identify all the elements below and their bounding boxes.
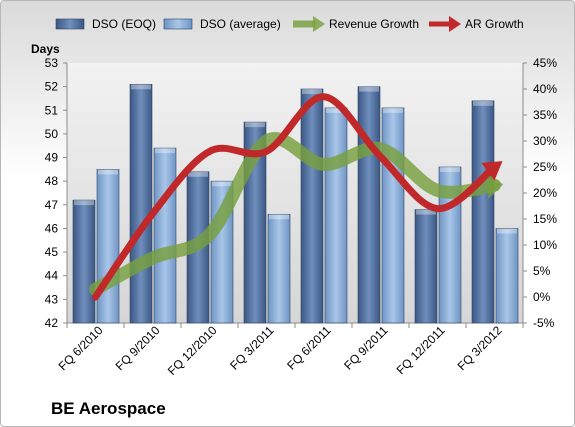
y-right-tick-label: 35% bbox=[533, 108, 557, 122]
legend-label: DSO (average) bbox=[200, 17, 281, 31]
bar-top-highlight bbox=[416, 209, 436, 215]
bar-dso-average bbox=[381, 107, 405, 324]
bar-top-highlight bbox=[359, 86, 379, 92]
y-right-tick-label: 20% bbox=[533, 186, 557, 200]
legend-swatch-arrow bbox=[313, 16, 325, 32]
bar-top-highlight bbox=[302, 89, 322, 94]
y-left-tick-label: 51 bbox=[45, 103, 59, 117]
bar-top-highlight bbox=[326, 107, 346, 113]
bar-top-highlight bbox=[131, 84, 151, 90]
y-left-tick-label: 43 bbox=[45, 292, 59, 306]
x-tick-label: FQ 12/2011 bbox=[394, 323, 448, 377]
legend-label: DSO (EOQ) bbox=[92, 17, 156, 31]
line-revenue-growth bbox=[89, 132, 501, 296]
x-tick-label: FQ 9/2011 bbox=[341, 323, 391, 373]
bar-dso-eoq bbox=[300, 88, 324, 324]
lines-layer bbox=[89, 93, 504, 301]
bar-dso-average bbox=[267, 213, 291, 324]
x-tick-label: FQ 3/2011 bbox=[227, 323, 277, 373]
y-axis-right: -5% 0% 5% 10% 15% 20% 25% 30% 35% 40% 45% bbox=[522, 56, 557, 330]
bar-top-highlight bbox=[188, 171, 208, 177]
bar-top-highlight bbox=[245, 122, 265, 128]
bar-dso-average bbox=[324, 107, 348, 324]
bar-dso-eoq bbox=[129, 83, 153, 324]
y-left-tick-label: 48 bbox=[45, 174, 59, 188]
y-left-tick-label: 44 bbox=[45, 269, 59, 283]
bar-dso-average bbox=[495, 228, 519, 324]
chart-title: BE Aerospace bbox=[51, 399, 166, 418]
y-left-tick-label: 45 bbox=[45, 245, 59, 259]
bar-dso-eoq bbox=[357, 86, 381, 324]
bar-top-highlight bbox=[440, 167, 460, 172]
bar-top-highlight bbox=[155, 148, 175, 154]
x-tick-label: FQ 12/2010 bbox=[165, 323, 220, 378]
x-tick-label: FQ 9/2010 bbox=[113, 323, 163, 373]
y-right-tick-label: 0% bbox=[533, 290, 551, 304]
y-right-tick-label: 10% bbox=[533, 238, 557, 252]
y-right-tick-label: 40% bbox=[533, 82, 557, 96]
bar-dso-average bbox=[96, 169, 120, 324]
y-left-tick-label: 53 bbox=[45, 56, 59, 70]
y-axis-left: 42 43 44 45 46 47 48 49 50 51 52 53 bbox=[45, 56, 68, 330]
x-axis: FQ 6/2010 FQ 9/2010 FQ 12/2010 FQ 3/2011 FQ … bbox=[56, 322, 524, 378]
bar-dso-eoq bbox=[471, 100, 495, 324]
arrowhead-revenue-growth bbox=[486, 172, 504, 199]
bar-top-highlight bbox=[212, 181, 232, 187]
x-tick-label: FQ 6/2010 bbox=[56, 323, 106, 373]
y-left-tick-label: 46 bbox=[45, 221, 59, 235]
y-left-tick-label: 52 bbox=[45, 80, 59, 94]
y-right-tick-label: 25% bbox=[533, 160, 557, 174]
legend-swatch bbox=[55, 18, 85, 30]
y-left-tick-label: 50 bbox=[45, 127, 59, 141]
bar-top-highlight bbox=[383, 107, 403, 113]
bar-dso-average bbox=[153, 147, 177, 324]
y-left-tick-label: 47 bbox=[45, 198, 59, 212]
legend-label: Revenue Growth bbox=[329, 17, 419, 31]
arrowhead-ar-growth bbox=[481, 161, 503, 181]
y-right-tick-label: 30% bbox=[533, 134, 557, 148]
x-tick-label: FQ 6/2011 bbox=[284, 323, 334, 373]
x-tick-label: FQ 3/2012 bbox=[455, 323, 505, 373]
y-right-tick-label: 5% bbox=[533, 264, 551, 278]
y-right-tick-label: 45% bbox=[533, 56, 557, 70]
line-ar-growth bbox=[92, 93, 498, 301]
bar-top-highlight bbox=[269, 214, 289, 220]
legend: DSO (EOQ) DSO (average) Revenue Growth AR G… bbox=[55, 16, 524, 32]
legend-label: AR Growth bbox=[465, 17, 524, 31]
legend-swatch bbox=[163, 18, 193, 30]
y-right-tick-label: -5% bbox=[533, 316, 555, 330]
bar-top-highlight bbox=[473, 100, 493, 106]
bar-top-highlight bbox=[74, 200, 94, 206]
bar-dso-eoq bbox=[72, 199, 96, 324]
bar-dso-eoq bbox=[414, 209, 438, 324]
bar-top-highlight bbox=[497, 228, 517, 234]
y-right-tick-label: 15% bbox=[533, 212, 557, 226]
y-left-tick-label: 49 bbox=[45, 151, 59, 165]
y-axis-title: Days bbox=[31, 42, 60, 56]
legend-swatch-arrow bbox=[449, 16, 461, 32]
bar-top-highlight bbox=[98, 169, 118, 175]
y-left-tick-label: 42 bbox=[45, 316, 59, 330]
